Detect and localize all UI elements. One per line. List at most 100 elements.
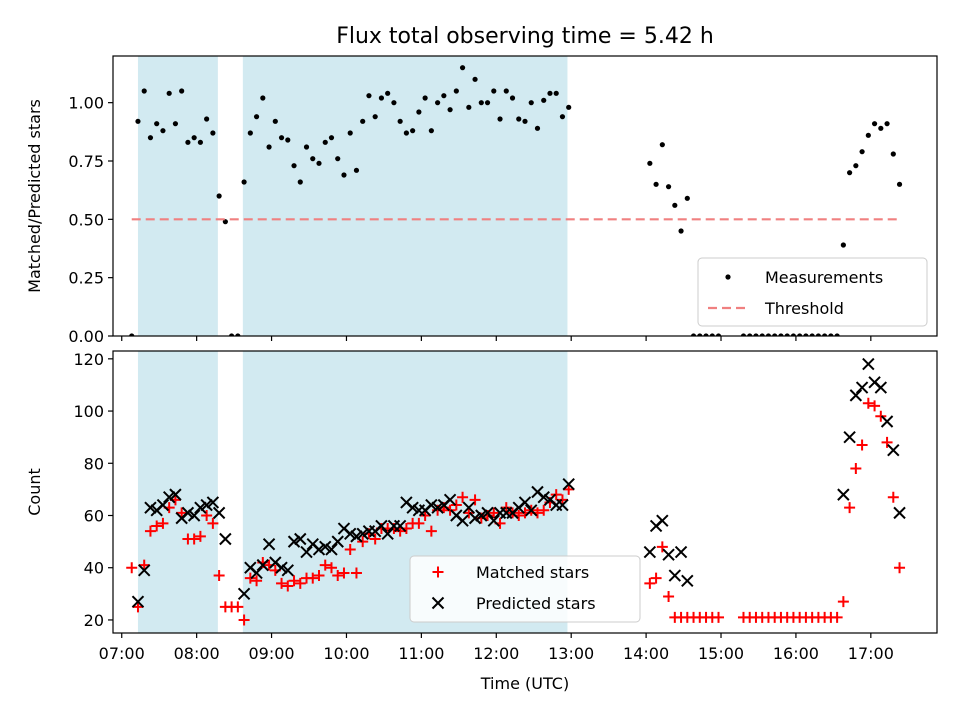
panel1-ytick-label: 0.75 (68, 152, 104, 171)
panel1-series-measurements-point (853, 163, 859, 169)
panel2-series-matched-stars-point (176, 507, 188, 519)
panel2-series-predicted-stars-point (187, 509, 201, 522)
panel1-series-measurements-point (403, 130, 409, 136)
panel2-series-predicted-stars-point (181, 506, 195, 520)
panel1-series-measurements-point (216, 193, 222, 199)
panel2-series-matched-stars-point (650, 572, 662, 584)
panel1-series-measurements-point (890, 151, 896, 157)
panel2-series-predicted-stars-point (481, 506, 494, 520)
panel1-series-measurements-point (884, 121, 890, 127)
panel1-series-measurements-point (229, 333, 235, 336)
panel1-series-measurements-point (709, 333, 715, 336)
panel1-series-measurements-point (690, 333, 697, 336)
panel2-series-predicted-stars-point (431, 501, 444, 514)
panel2-series-predicted-stars-point (237, 587, 251, 601)
panel1-series-measurements-point (147, 135, 154, 141)
panel1-series-measurements-point (253, 114, 260, 120)
panel2-plot-area (126, 357, 906, 626)
panel2-series-matched-stars-point (369, 533, 381, 545)
panel2-series-predicted-stars-point (487, 514, 500, 527)
panel2-ytick-label: 80 (84, 454, 104, 473)
panel2-series-predicted-stars-point (662, 548, 675, 561)
panel2-series-predicted-stars-point (849, 389, 863, 402)
panel1-ytick-label: 1.00 (68, 94, 104, 113)
panel2-series-matched-stars-point (207, 517, 219, 529)
panel2-xtick-label: 09:00 (249, 644, 295, 663)
panel2-series-matched-stars-point (563, 483, 575, 495)
panel1-plot-area (129, 65, 903, 336)
panel1-series-measurements-point (172, 121, 179, 127)
panel1-series-measurements-point (447, 107, 453, 113)
panel2-series-predicted-stars-point (843, 430, 856, 444)
panel2-series-predicted-stars-point (475, 509, 488, 522)
panel2-series-predicted-stars-point (443, 493, 457, 507)
panel2-series-matched-stars-point (282, 580, 294, 592)
panel2-xtick-label: 16:00 (773, 644, 819, 663)
panel2-series-predicted-stars-point (312, 543, 326, 556)
panel2-series-predicted-stars-point (556, 498, 569, 512)
legend-bottom-predicted-label: Predicted stars (476, 594, 596, 613)
panel1-series-measurements-point (366, 93, 372, 99)
panel1-series-measurements-point (672, 202, 678, 208)
panel1-series-measurements-point (360, 118, 366, 124)
panel2-ytick-label: 100 (73, 402, 104, 421)
panel1-series-measurements-point (765, 333, 772, 336)
panel1-series-measurements-point (697, 333, 703, 336)
panel1-series-measurements-point (809, 333, 815, 336)
panel1-series-measurements-point (154, 121, 160, 127)
panel2-series-matched-stars-point (138, 559, 150, 571)
panel1-series-measurements-point (372, 114, 378, 120)
legend-bottom-box (409, 555, 641, 623)
panel1-series-measurements-point (522, 118, 528, 124)
panel2-series-predicted-stars-point (375, 519, 388, 533)
panel2-series-predicted-stars-point (525, 504, 538, 517)
panel1-series-measurements-point (179, 88, 185, 94)
panel2-series-matched-stars-point (232, 601, 244, 613)
panel2-series-predicted-stars-point (381, 527, 394, 540)
legend-bottom-predicted-marker (431, 596, 445, 610)
panel1-series-measurements-point (509, 95, 516, 101)
panel1-series-measurements-point (410, 128, 416, 134)
panel1-series-measurements-point (335, 156, 341, 162)
panel2-series-predicted-stars-point (281, 564, 294, 577)
panel2-series-predicted-stars-point (356, 527, 369, 540)
panel1-series-measurements-point (778, 333, 784, 336)
figure-title: Flux total observing time = 5.42 h (336, 24, 714, 49)
panel2-series-predicted-stars-point (212, 506, 226, 520)
panel1-series-measurements-point (472, 76, 478, 82)
panel2-series-predicted-stars-point (668, 569, 682, 582)
panel2-series-matched-stars-point (194, 530, 206, 542)
panel1-series-measurements-point (715, 333, 722, 336)
panel1-series-measurements-point (135, 118, 141, 124)
panel1-series-measurements-point (441, 93, 447, 99)
panel1-series-measurements-point (534, 125, 541, 131)
panel2-series-predicted-stars-point (131, 595, 145, 608)
panel2-xtick-label: 10:00 (323, 644, 369, 663)
panel1-series-measurements-point (385, 90, 391, 96)
panel2-series-matched-stars-point (457, 491, 469, 503)
panel2-series-predicted-stars-point (275, 561, 288, 574)
panel2-series-matched-stars-point (276, 577, 288, 589)
panel1-series-measurements-point (665, 184, 672, 190)
panel2-series-matched-stars-point (357, 536, 369, 548)
panel2-series-matched-stars-point (188, 533, 200, 545)
panel1-series-measurements-point (303, 144, 310, 150)
panel1-series-measurements-point (653, 181, 659, 187)
panel1-axes-frame (112, 55, 938, 337)
panel2-series-predicted-stars-point (162, 491, 176, 504)
panel2-series-predicted-stars-point (300, 545, 313, 559)
panel1-series-measurements-point (278, 135, 285, 141)
panel2-axes-frame (112, 350, 938, 634)
panel1-series-measurements-point (391, 100, 397, 106)
panel2-series-matched-stars-point (213, 570, 225, 582)
panel2-series-predicted-stars-point (425, 498, 438, 512)
panel2-series-predicted-stars-point (344, 527, 357, 540)
panel1-series-measurements-point (659, 142, 665, 148)
panel2-xtick-label: 11:00 (398, 644, 444, 663)
panel1-series-measurements-point (484, 100, 491, 106)
panel2-series-predicted-stars-point (562, 477, 575, 491)
panel1-series-measurements-point (378, 95, 385, 101)
panel2-series-predicted-stars-point (837, 488, 850, 501)
panel1-series-measurements-point (428, 128, 434, 134)
panel1-ytick-label: 0.25 (68, 269, 104, 288)
